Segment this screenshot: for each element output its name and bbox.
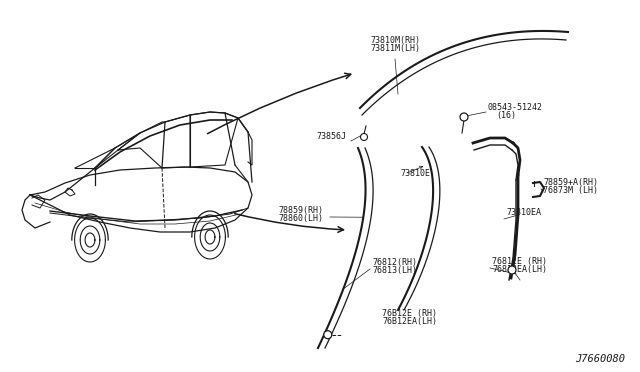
Text: 78860(LH): 78860(LH)	[278, 214, 323, 223]
Text: 78859+A(RH): 78859+A(RH)	[543, 178, 598, 187]
Circle shape	[508, 266, 516, 274]
Text: J7660080: J7660080	[575, 354, 625, 364]
Text: 76812EA(LH): 76812EA(LH)	[492, 265, 547, 274]
Circle shape	[360, 134, 367, 141]
Text: 73810EA: 73810EA	[506, 208, 541, 217]
Circle shape	[460, 113, 468, 121]
Text: 76B12E (RH): 76B12E (RH)	[382, 309, 437, 318]
Text: 73856J: 73856J	[316, 132, 346, 141]
Text: 73811M(LH): 73811M(LH)	[370, 44, 420, 53]
Circle shape	[324, 331, 332, 339]
Text: 76812(RH): 76812(RH)	[372, 258, 417, 267]
Text: 78859(RH): 78859(RH)	[278, 206, 323, 215]
Text: 08543-51242: 08543-51242	[488, 103, 543, 112]
Text: 76813(LH): 76813(LH)	[372, 266, 417, 275]
Text: 76B12EA(LH): 76B12EA(LH)	[382, 317, 437, 326]
Text: 73810M(RH): 73810M(RH)	[370, 36, 420, 45]
Text: (16): (16)	[496, 111, 516, 120]
Text: 76873M (LH): 76873M (LH)	[543, 186, 598, 195]
Text: 76812E (RH): 76812E (RH)	[492, 257, 547, 266]
Text: 73810E: 73810E	[400, 169, 430, 178]
